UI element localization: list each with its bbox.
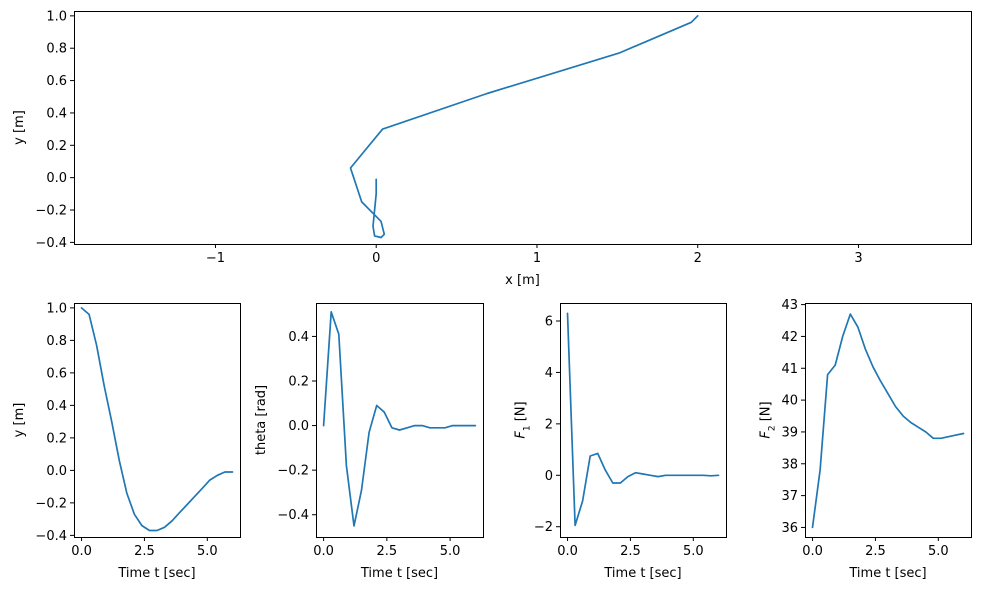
axes-frame [316,303,484,538]
y-tick-label: −0.2 [35,496,67,511]
x-tick-label: 5.0 [440,544,461,559]
y-tick-label: 0.4 [288,330,309,345]
x-tick-label: 2 [694,251,702,266]
y-tick-label: 39 [781,425,798,440]
x-tick-label: 2.5 [620,544,641,559]
x-tick-label: 1 [533,251,541,266]
series-line-y_t-0 [80,307,234,532]
y-tick-label: 0.2 [46,431,67,446]
y-axis-label: F2 [N] [758,401,777,438]
x-tick-label: 0.0 [313,544,334,559]
y-tick-label: 0.8 [46,334,67,349]
y-tick-label: 2 [545,417,553,432]
series-line-theta_t-0 [322,311,477,527]
y-tick-label: 37 [781,489,798,504]
series-line-F1_t-0 [566,312,720,527]
y-tick-label: 0.6 [46,366,67,381]
x-tick-label: 2.5 [377,544,398,559]
y-tick-label: 0.6 [46,74,67,89]
y-tick-label: −0.2 [277,464,309,479]
axes-frame [74,11,972,245]
y-tick-label: −0.2 [35,204,67,219]
axes-xy: −1 0 1 2 3 −0.4 −0.2 0.0 0.2 0.4 0.6 0.8 1.0 x [m] y [… [12,9,972,288]
y-tick-label: 0.0 [46,171,67,186]
y-tick-label: 42 [781,330,798,345]
y-axis-label: F1 [N] [513,401,532,438]
axes-theta_t: 0.0 2.5 5.0 −0.4 −0.2 0.0 0.2 0.4 Time t [sec] th… [254,303,484,581]
x-tick-label: 0.0 [802,544,823,559]
y-tick-label: 0.0 [288,419,309,434]
x-axis-label: Time t [sec] [117,566,195,581]
y-tick-label: 4 [545,366,553,381]
x-tick-label: 5.0 [928,544,949,559]
y-tick-label: 1.0 [46,301,67,316]
axes-F2_t: 0.0 2.5 5.0 36 37 38 39 40 41 42 43 Time t [sec] F2 … [758,298,972,581]
series-line-F2_t-0 [811,313,965,529]
x-tick-label: 2.5 [865,544,886,559]
y-tick-label: 1.0 [46,9,67,24]
y-axis-label: theta [rad] [254,385,269,455]
axes-y_t: 0.0 2.5 5.0 −0.4 −0.2 0.0 0.2 0.4 0.6 0.8 1.0 Time … [12,301,241,581]
x-tick-label: 5.0 [683,544,704,559]
y-tick-label: 0 [545,469,553,484]
y-tick-label: 0.4 [46,399,67,414]
y-axis-label: y [m] [12,110,27,145]
y-tick-label: 36 [781,521,798,536]
y-tick-label: −0.4 [35,529,67,544]
x-axis-label: Time t [sec] [603,566,681,581]
x-tick-label: 3 [854,251,862,266]
axes-F1_t: 0.0 2.5 5.0 −2 0 2 4 6 Time t [sec] F1 [N] [513,303,727,581]
x-tick-label: 2.5 [134,544,155,559]
y-tick-label: 0.2 [46,139,67,154]
y-tick-label: 0.2 [288,375,309,390]
y-tick-label: 0.4 [46,106,67,121]
y-tick-label: −2 [534,520,553,535]
y-tick-label: 6 [545,315,553,330]
x-tick-label: 0 [372,251,380,266]
x-axis-label: Time t [sec] [848,566,926,581]
x-axis-label: Time t [sec] [360,566,438,581]
series-line-xy-0 [349,15,699,239]
axes-frame [74,303,241,538]
x-tick-label: 0.0 [71,544,92,559]
y-tick-label: 40 [781,394,798,409]
y-axis-label: y [m] [12,403,27,438]
y-tick-label: 43 [781,298,798,313]
y-tick-label: 0.0 [46,464,67,479]
y-tick-label: −0.4 [35,236,67,251]
x-tick-label: 5.0 [197,544,218,559]
axes-frame [805,303,972,538]
x-tick-label: 0.0 [557,544,578,559]
axes-frame [560,303,727,538]
y-tick-label: 38 [781,457,798,472]
y-tick-label: 41 [781,362,798,377]
x-axis-label: x [m] [505,273,540,288]
y-tick-label: 0.8 [46,42,67,57]
y-tick-label: −0.4 [277,508,309,523]
x-tick-label: −1 [206,251,225,266]
